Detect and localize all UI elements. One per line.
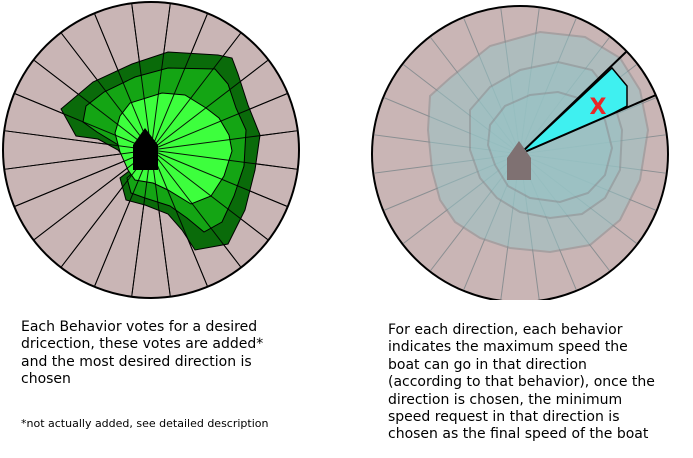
behavior-diagram: X <box>2 1 669 300</box>
vote-caption: Each Behavior votes for a desired dricec… <box>21 319 264 388</box>
minimum-speed-mark: X <box>590 95 607 120</box>
chosen-direction-ray-lower <box>519 94 657 155</box>
speed-caption: For each direction, each behavior indica… <box>388 322 655 443</box>
speed-limit-compass: X <box>371 5 669 300</box>
boat-icon <box>507 141 531 180</box>
chosen-direction-ray-upper <box>519 51 627 155</box>
boat-icon <box>133 128 158 170</box>
vote-layer-inner <box>114 92 233 205</box>
footnote: *not actually added, see detailed descri… <box>21 417 269 430</box>
direction-spokes-overlay <box>5 4 297 296</box>
direction-vote-compass <box>2 1 300 299</box>
